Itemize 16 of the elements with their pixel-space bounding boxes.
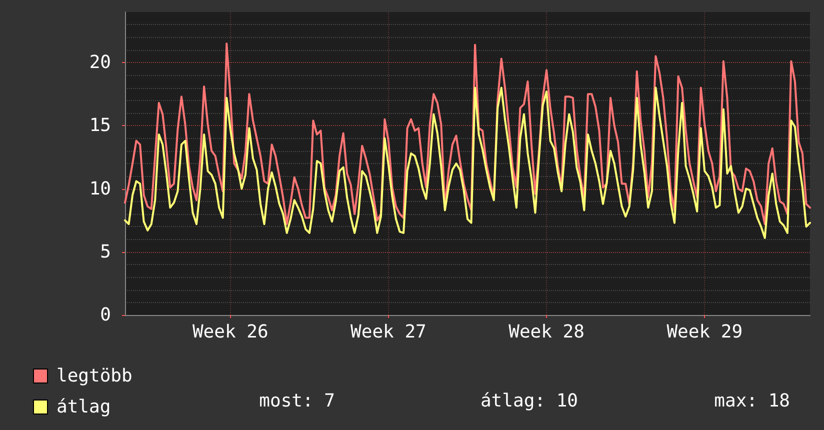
y-tick-label: 15: [89, 115, 111, 136]
line-series: [124, 86, 811, 239]
y-tick-label: 10: [89, 178, 111, 200]
y-tick-label: 0: [100, 304, 111, 326]
x-tick-label: Week 27: [350, 322, 426, 342]
text: max: 18: [714, 390, 790, 412]
x-tick-label: Week 28: [508, 322, 584, 342]
text: most: 7: [259, 390, 335, 412]
x-tick-label: Week 29: [666, 322, 743, 342]
text: átlag: 10: [480, 390, 578, 412]
y-tick-label: 5: [100, 241, 111, 262]
x-tick-label: Week 26: [192, 322, 268, 342]
legend-label: legtöbb: [56, 366, 132, 386]
line-series: [124, 42, 811, 226]
legend-label: átlag: [56, 396, 111, 418]
y-tick-label: 20: [89, 52, 111, 73]
